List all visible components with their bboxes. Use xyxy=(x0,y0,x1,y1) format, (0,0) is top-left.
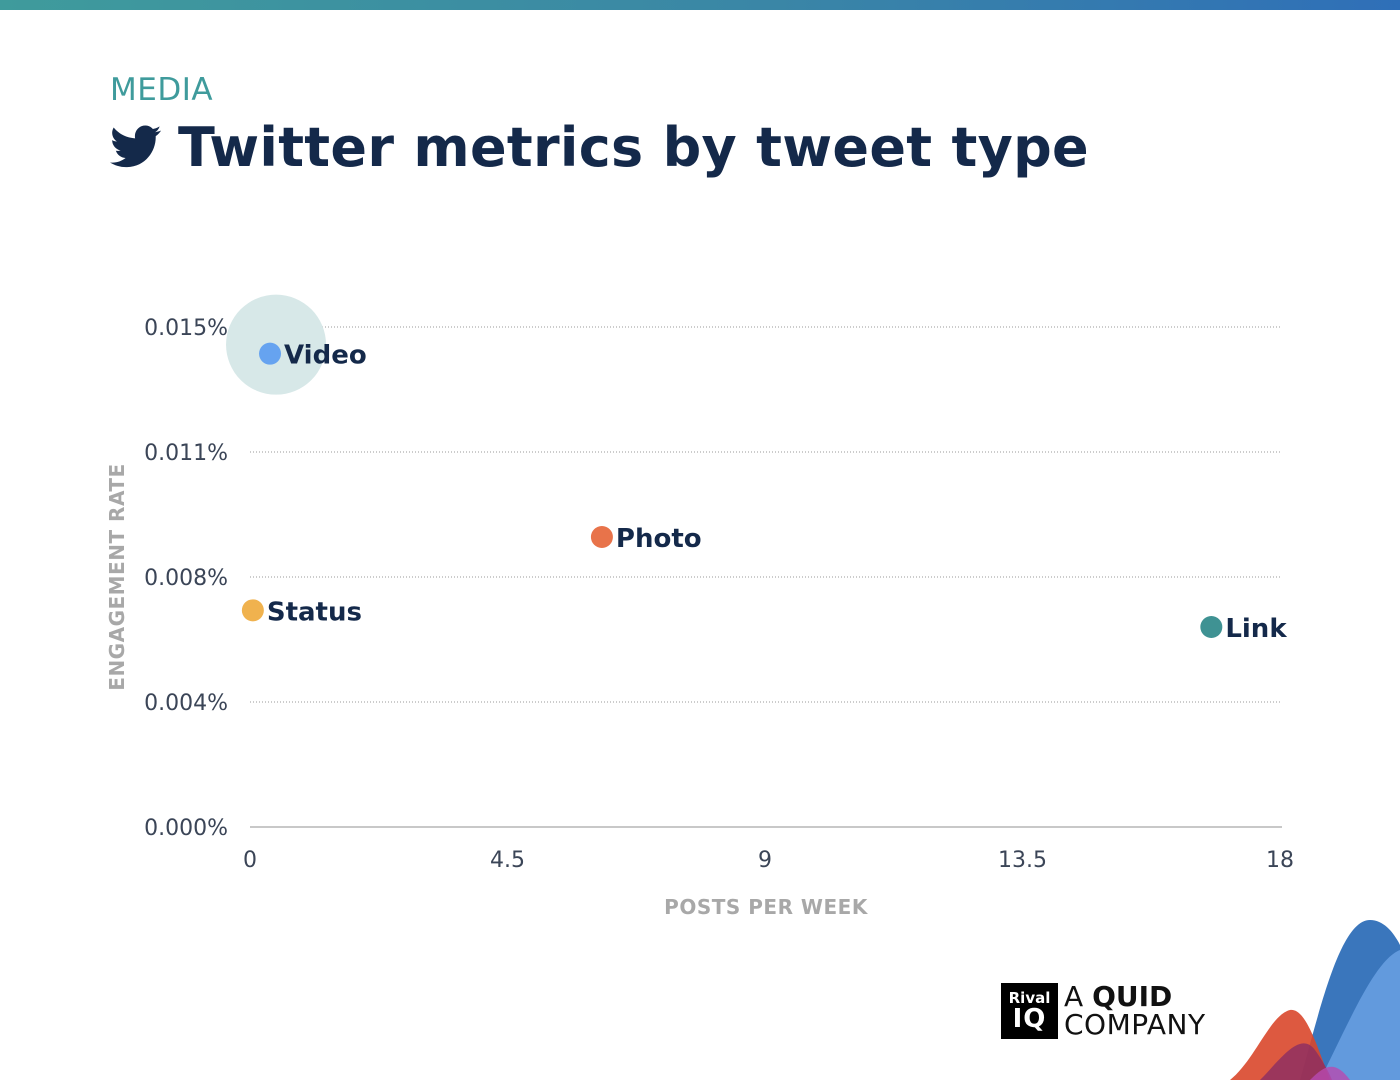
logo-tagline-quid: QUID xyxy=(1092,980,1173,1013)
logo-tagline-company: COMPANY xyxy=(1064,1008,1206,1041)
point-label: Status xyxy=(267,597,362,627)
point-label: Video xyxy=(284,341,367,371)
x-tick-label: 13.5 xyxy=(998,848,1047,873)
y-axis-title: ENGAGEMENT RATE xyxy=(105,463,129,690)
point-label: Link xyxy=(1225,614,1287,644)
point-marker xyxy=(1200,616,1223,638)
data-point-link: Link xyxy=(1200,614,1287,644)
y-tick-label: 0.008% xyxy=(144,566,228,591)
x-tick-labels: 0 4.5 9 13.5 18 xyxy=(243,848,1294,873)
y-tick-label: 0.000% xyxy=(144,816,228,841)
rival-iq-logo: Rival IQ A QUID COMPANY xyxy=(1001,983,1206,1039)
y-tick-label: 0.004% xyxy=(144,691,228,716)
section-label: MEDIA xyxy=(110,72,214,108)
point-marker xyxy=(259,342,282,365)
decorative-corner-waves xyxy=(1230,920,1400,1080)
logo-mark: Rival IQ xyxy=(1001,983,1058,1039)
point-marker xyxy=(241,599,264,622)
point-marker xyxy=(590,526,613,548)
data-point-photo: Photo xyxy=(590,524,702,554)
top-accent-bar xyxy=(0,0,1400,10)
page-title: Twitter metrics by tweet type xyxy=(178,115,1089,179)
logo-word-rival: Rival xyxy=(1008,988,1051,1007)
y-tick-label: 0.011% xyxy=(144,441,228,466)
y-tick-label: 0.015% xyxy=(144,316,228,341)
y-tick-labels: 0.000% 0.004% 0.008% 0.011% 0.015% xyxy=(144,316,228,841)
x-tick-label: 18 xyxy=(1266,848,1294,873)
twitter-bird-icon xyxy=(110,125,162,168)
logo-word-iq: IQ xyxy=(1012,1003,1047,1034)
x-axis-title: POSTS PER WEEK xyxy=(664,895,869,919)
logo-tagline-a: A xyxy=(1064,980,1084,1013)
data-point-video: Video xyxy=(226,294,367,395)
grid-lines xyxy=(250,326,1280,703)
title-row: Twitter metrics by tweet type xyxy=(110,112,1089,182)
x-tick-label: 0 xyxy=(243,848,257,873)
data-points: Video Photo Status Link xyxy=(226,294,1287,644)
data-point-status: Status xyxy=(241,597,362,627)
logo-tagline: A QUID COMPANY xyxy=(1064,983,1206,1039)
point-label: Photo xyxy=(616,524,702,554)
x-tick-label: 9 xyxy=(758,848,772,873)
x-tick-label: 4.5 xyxy=(490,848,525,873)
